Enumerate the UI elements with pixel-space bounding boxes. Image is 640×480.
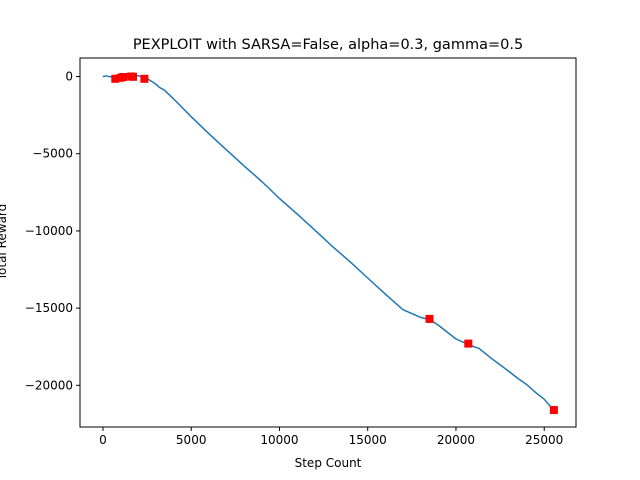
plot-area <box>102 72 558 414</box>
data-marker <box>549 406 558 414</box>
axes: 0 5000 10000 15000 20000 25000 0 −5000 −10000 −15… <box>25 57 577 447</box>
data-marker <box>464 339 473 348</box>
y-tick-label: 0 <box>65 70 73 84</box>
x-tick-label: 5000 <box>176 433 207 447</box>
data-marker <box>140 74 149 83</box>
data-marker <box>119 73 128 81</box>
y-tick-label: −20000 <box>25 378 73 392</box>
chart-title: PEXPLOIT with SARSA=False, alpha=0.3, ga… <box>133 37 523 53</box>
y-tick-label: −10000 <box>25 224 73 238</box>
y-axis-title: Total Reward <box>0 204 9 282</box>
y-tick-label: −5000 <box>32 147 73 161</box>
x-axis-title: Step Count <box>295 456 362 470</box>
y-tick-label: −15000 <box>25 301 73 315</box>
x-tick-label: 10000 <box>260 433 298 447</box>
x-tick-label: 0 <box>99 433 107 447</box>
data-marker <box>425 314 434 323</box>
x-tick-label: 25000 <box>525 433 563 447</box>
x-tick-label: 20000 <box>437 433 475 447</box>
x-tick-label: 15000 <box>349 433 387 447</box>
data-marker <box>111 74 120 83</box>
plot-frame <box>79 57 577 428</box>
data-marker <box>129 72 137 81</box>
